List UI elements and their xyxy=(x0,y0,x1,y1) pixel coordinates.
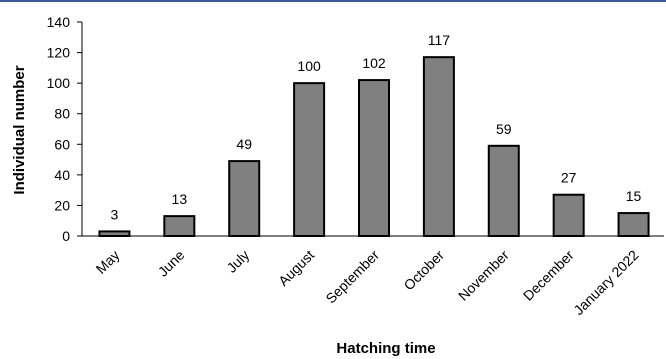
y-axis-title: Individual number xyxy=(11,65,28,194)
bar-data-label: 100 xyxy=(297,58,321,74)
bar-data-label: 3 xyxy=(111,206,119,222)
bar-data-label: 117 xyxy=(428,32,451,48)
y-tick-label: 80 xyxy=(54,106,70,122)
bar xyxy=(293,82,326,238)
y-tick-label: 20 xyxy=(54,197,70,213)
y-tick-label: 40 xyxy=(54,167,70,183)
bar xyxy=(163,215,196,237)
y-tick-label: 120 xyxy=(47,45,71,61)
x-tick-label: May xyxy=(93,247,123,277)
bars-group xyxy=(98,56,650,238)
bar-data-label: 49 xyxy=(236,136,252,152)
bar xyxy=(98,230,131,238)
y-axis-ticks: 0 20 40 60 80 100 120 140 xyxy=(47,14,82,244)
x-tick-label: November xyxy=(455,247,512,304)
x-tick-label: October xyxy=(400,247,447,294)
y-tick-label: 140 xyxy=(47,14,71,30)
x-tick-label: August xyxy=(275,247,317,289)
y-tick-label: 100 xyxy=(47,75,71,91)
x-tick-label: January 2022 xyxy=(570,247,641,318)
x-tick-label: July xyxy=(223,247,252,276)
x-axis-title: Hatching time xyxy=(336,340,435,357)
bar-data-label: 15 xyxy=(626,188,642,204)
bar xyxy=(552,193,585,238)
bar xyxy=(228,160,261,238)
data-labels-group: 3 13 49 100 102 117 59 27 15 xyxy=(111,32,642,222)
y-tick-label: 60 xyxy=(54,136,70,152)
bar xyxy=(617,212,650,237)
bar-data-label: 13 xyxy=(172,191,188,207)
bar xyxy=(487,144,520,237)
x-tick-label: September xyxy=(322,247,382,307)
y-tick-label: 0 xyxy=(62,228,70,244)
bar-data-label: 27 xyxy=(561,170,577,186)
bar-data-label: 59 xyxy=(496,121,512,137)
x-axis-ticks: May June July August September October Novembe… xyxy=(93,247,642,319)
x-tick-label: June xyxy=(155,247,188,280)
bar xyxy=(422,56,455,237)
bar xyxy=(358,79,390,238)
x-tick-label: December xyxy=(520,247,577,304)
top-border-rule xyxy=(0,0,666,2)
bar-data-label: 102 xyxy=(362,55,386,71)
